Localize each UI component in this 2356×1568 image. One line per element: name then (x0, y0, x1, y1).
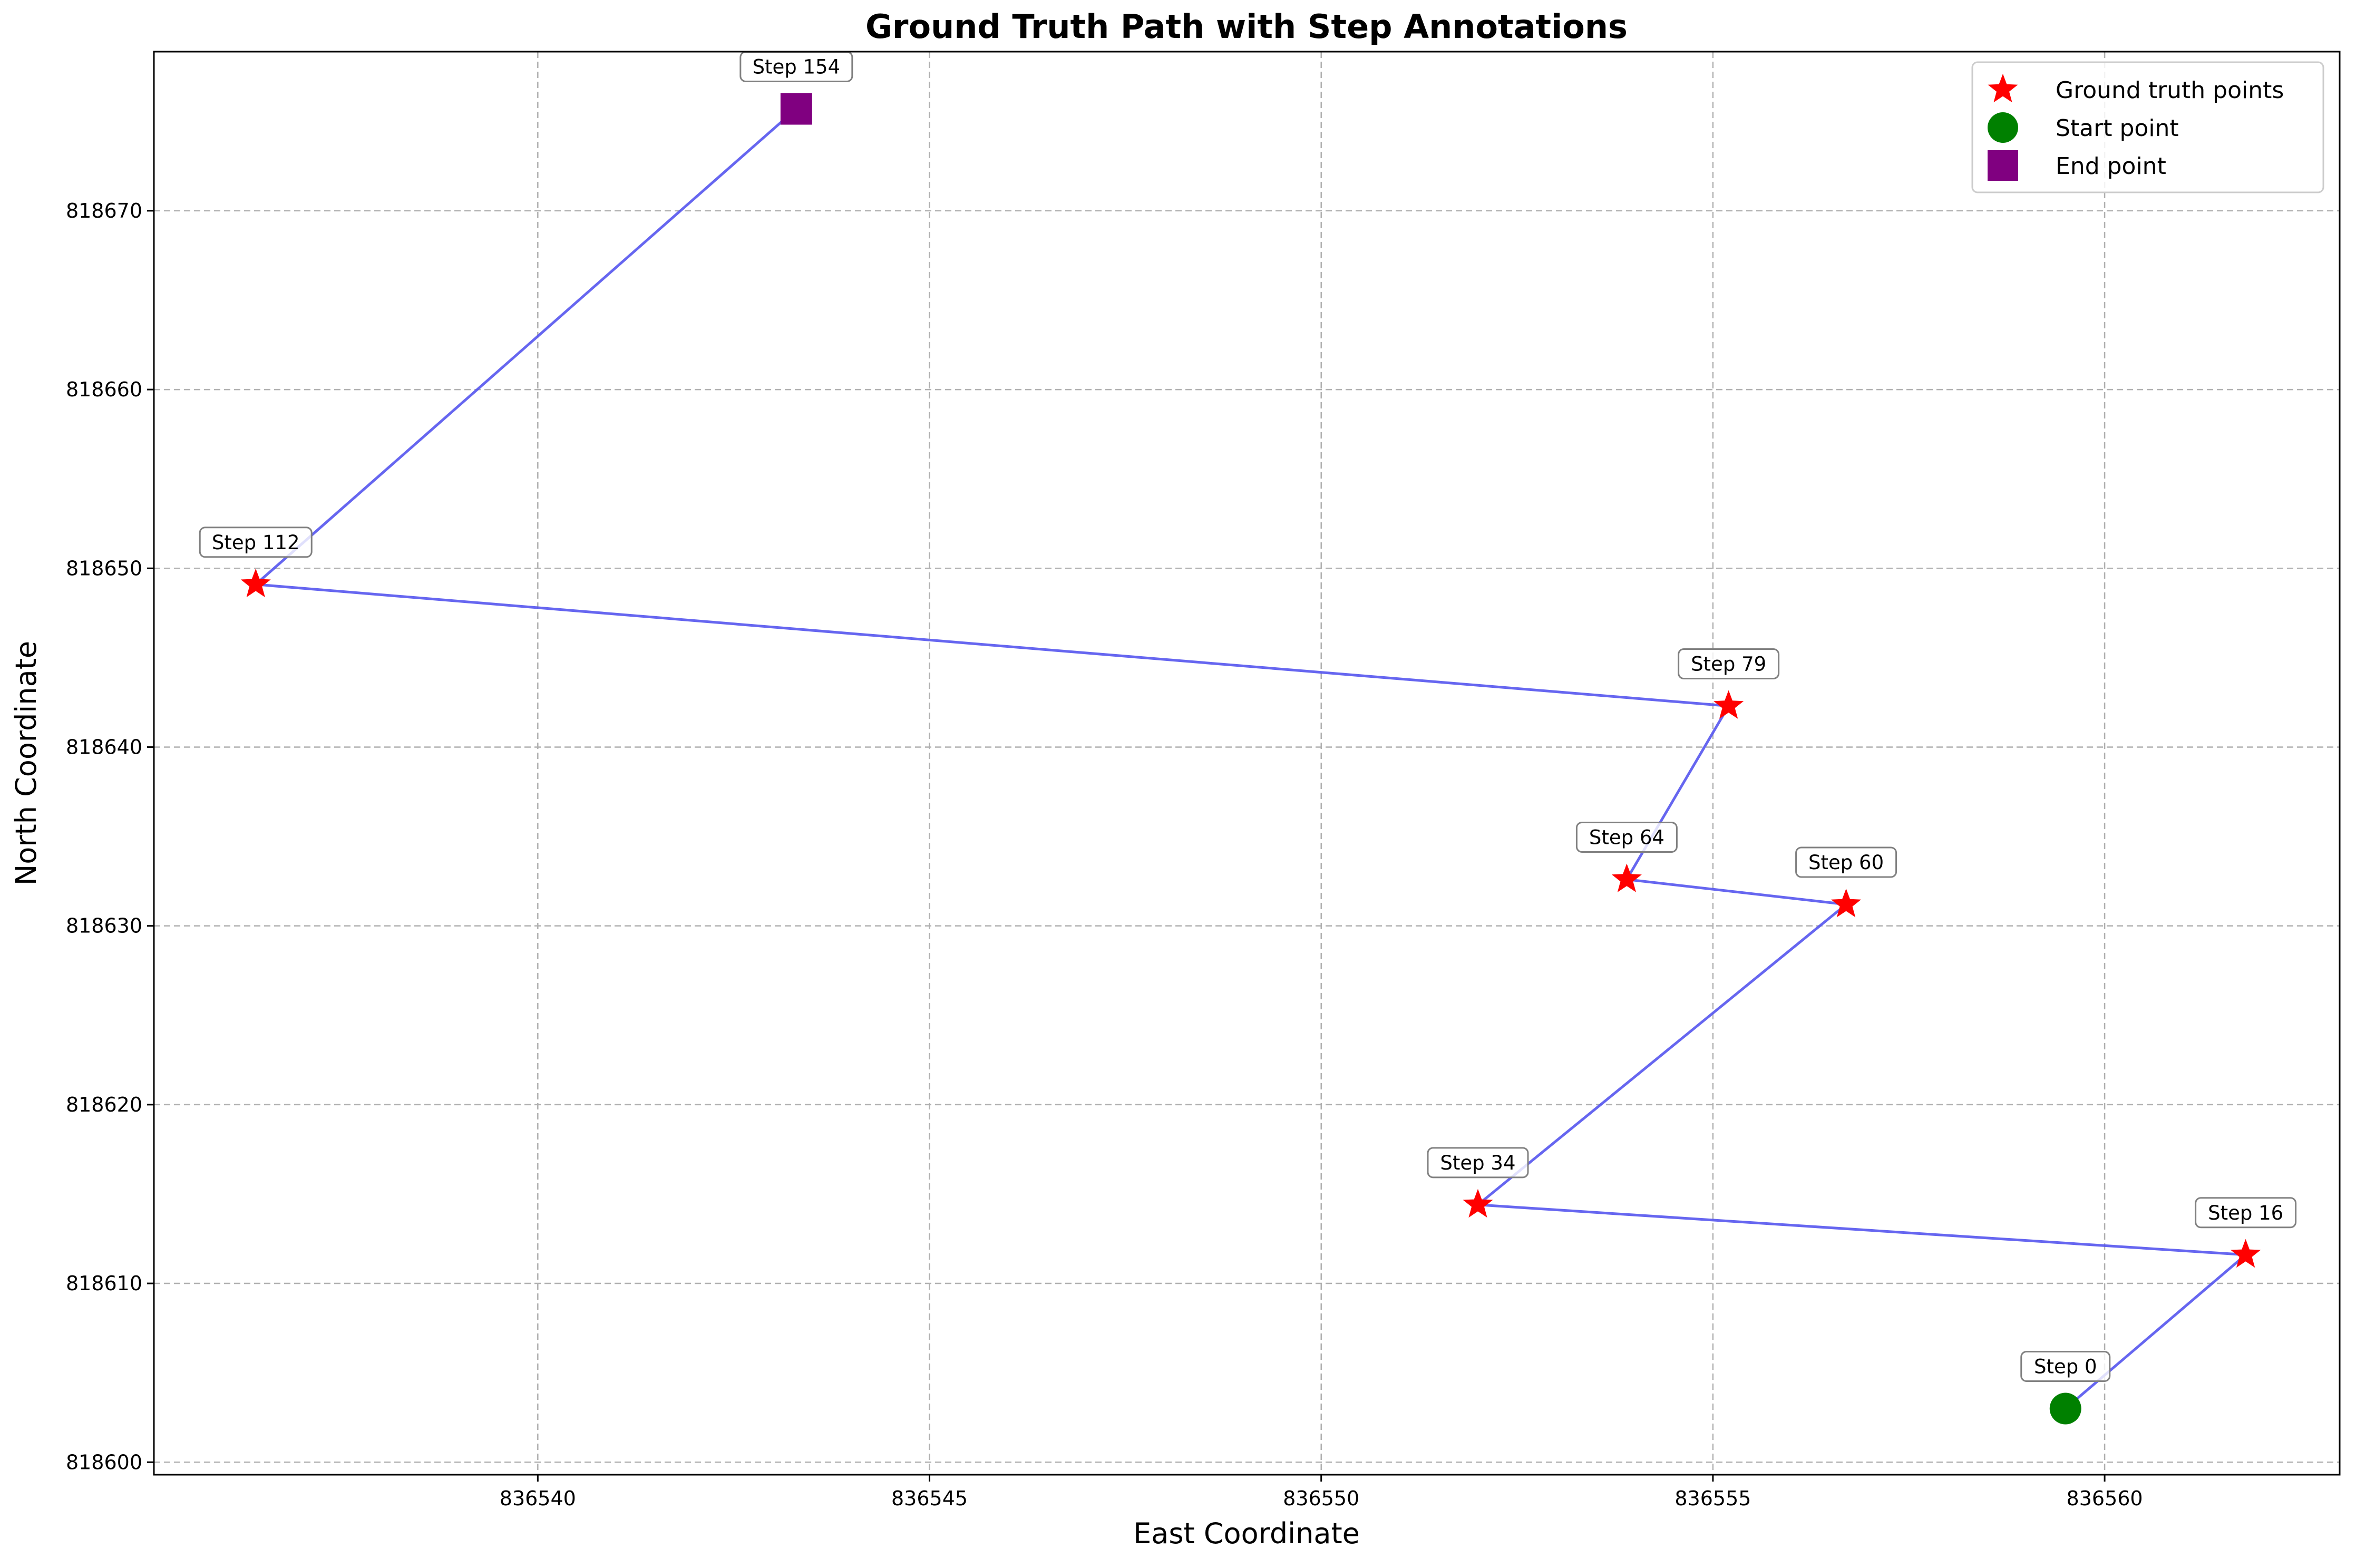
legend-marker-end-point (1988, 150, 2018, 181)
annotation-box-step-34 (1427, 1147, 1529, 1179)
y-tick-label: 818640 (66, 735, 142, 758)
annotation-label-step-64: Step 64 (1589, 826, 1664, 849)
y-tick-label: 818630 (66, 914, 142, 938)
annotation-label-step-112: Step 112 (212, 531, 300, 554)
tick-layer: 836540 836545 836550 836555 836560 818600 8186… (66, 199, 2143, 1510)
annotation-box-step-16 (2195, 1197, 2297, 1229)
x-tick-label: 836540 (500, 1487, 576, 1510)
annotation-label-step-16: Step 16 (2208, 1202, 2283, 1224)
legend-box (1971, 61, 2324, 193)
start-point-marker (2049, 1392, 2081, 1425)
legend-label-start-point: Start point (2056, 115, 2179, 142)
ground-truth-point-step-60 (1831, 889, 1862, 918)
annotation-box-step-79 (1678, 648, 1780, 679)
annotation-box-step-112 (199, 527, 313, 558)
annotation-label-step-60: Step 60 (1808, 851, 1884, 874)
annotation-layer: Step 0 Step 16 Step 34 Step 60 Step 64 Step 7… (199, 51, 2297, 1382)
x-axis-label: East Coordinate (1133, 1517, 1360, 1550)
annotation-label-step-0: Step 0 (2034, 1355, 2097, 1378)
annotation-label-step-79: Step 79 (1691, 652, 1766, 675)
plot-frame (153, 51, 2341, 1476)
annotation-label-step-154: Step 154 (753, 56, 841, 79)
ground-truth-point-step-34 (1463, 1189, 1493, 1218)
x-tick-label: 836550 (1283, 1487, 1359, 1510)
annotation-box-step-0 (2020, 1350, 2111, 1382)
path-line-layer (254, 108, 2247, 1410)
y-tick-label: 818600 (66, 1450, 142, 1474)
y-tick-label: 818620 (66, 1093, 142, 1116)
ground-truth-point-step-112 (240, 568, 271, 598)
annotation-box-step-60 (1795, 846, 1897, 878)
y-tick-label: 818670 (66, 199, 142, 222)
legend-marker-start-point (1988, 112, 2018, 143)
legend-label-ground-truth-points: Ground truth points (2056, 77, 2284, 104)
ground-truth-point-step-64 (1611, 863, 1642, 892)
x-tick-label: 836555 (1674, 1487, 1751, 1510)
y-tick-label: 818650 (66, 557, 142, 580)
legend-marker-ground-truth-points (1988, 74, 2018, 103)
legend-label-end-point: End point (2056, 153, 2166, 180)
legend: Ground truth points Start point End point (1971, 61, 2324, 193)
y-axis-label: North Coordinate (9, 641, 43, 885)
end-point-marker (780, 93, 812, 125)
y-tick-label: 818610 (66, 1272, 142, 1295)
y-tick-label: 818660 (66, 378, 142, 401)
annotation-label-step-34: Step 34 (1440, 1152, 1515, 1174)
grid-lines (154, 52, 2340, 1475)
x-tick-label: 836560 (2067, 1487, 2143, 1510)
annotation-box-step-64 (1575, 821, 1678, 853)
path-line (254, 108, 2247, 1410)
x-tick-label: 836545 (891, 1487, 968, 1510)
marker-layer (240, 93, 2261, 1425)
ground-truth-point-step-16 (2231, 1239, 2261, 1268)
chart-title: Ground Truth Path with Step Annotations (865, 7, 1628, 46)
ground-truth-point-step-79 (1714, 690, 1744, 719)
